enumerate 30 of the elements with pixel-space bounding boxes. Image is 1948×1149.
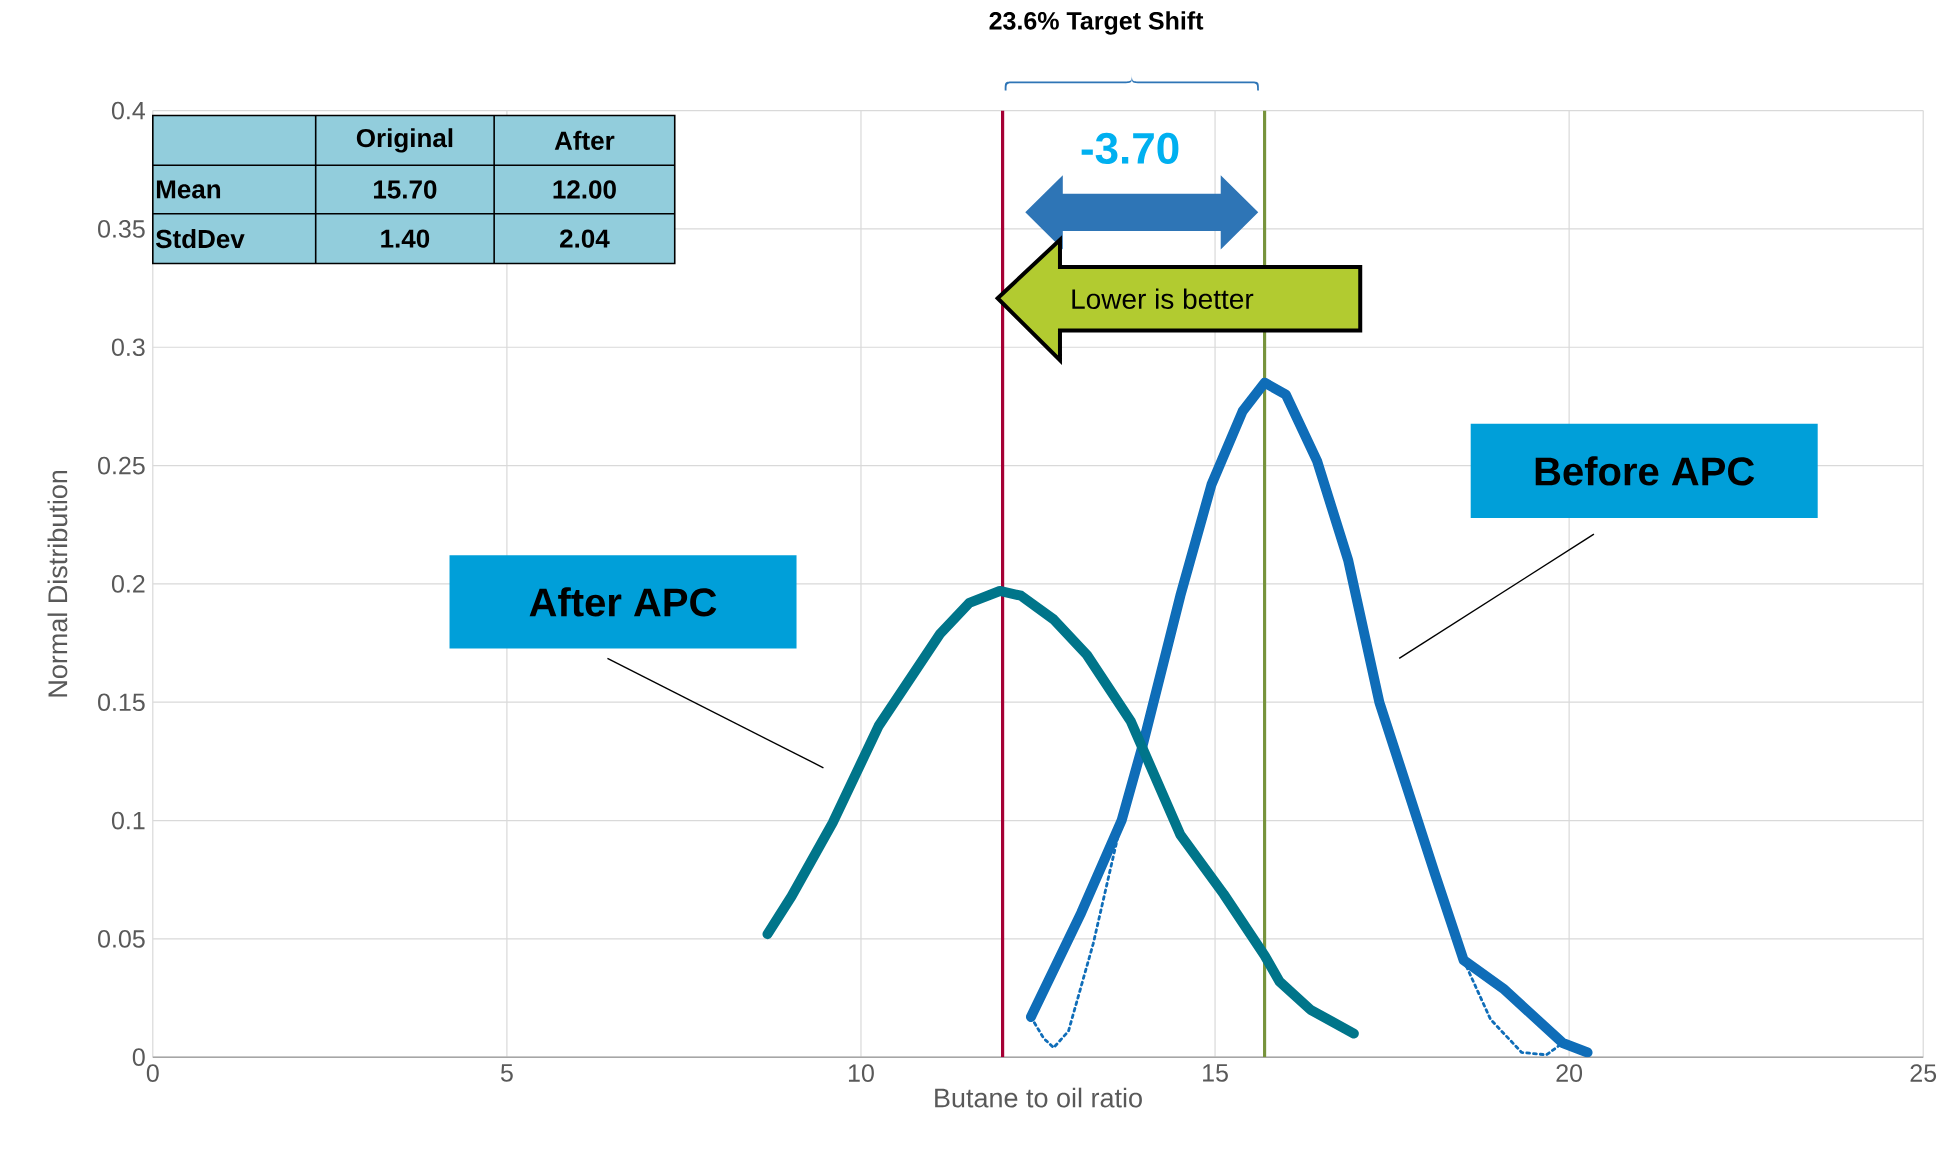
text: After APC — [529, 587, 717, 617]
y-tick-label: 0.2 — [111, 574, 145, 593]
y-tick-label: 0.25 — [98, 456, 145, 475]
text: 23.6% Target Shift — [989, 11, 1204, 35]
y-tick-label: 0.4 — [111, 101, 146, 120]
annotation: 15.70 — [374, 180, 437, 199]
x-axis-title: Butane to oil ratio — [935, 1087, 1142, 1108]
annotation: Original — [356, 128, 453, 153]
annotation: 1.40 — [381, 229, 430, 248]
y-axis-title: Normal Distribution — [47, 470, 68, 697]
annotation: 12.00 — [553, 180, 616, 199]
annotation: After — [554, 130, 615, 150]
annotation: Mean — [156, 180, 221, 199]
x-tick-label: 15 — [1203, 1064, 1228, 1082]
y-tick-label: 0.15 — [98, 693, 145, 711]
x-tick-label: 0 — [146, 1064, 159, 1082]
annotation: 2.04 — [560, 229, 610, 248]
x-tick-label: 25 — [1910, 1064, 1937, 1082]
x-tick-label: 5 — [500, 1064, 513, 1082]
y-tick-label: 0.3 — [111, 338, 145, 356]
y-tick-label: 0 — [132, 1048, 145, 1066]
annotation: -3.70 — [1081, 132, 1179, 164]
annotation: StdDev — [155, 228, 245, 249]
y-tick-label: 0.05 — [98, 929, 145, 948]
y-tick-label: 0.35 — [98, 219, 145, 238]
x-tick-label: 10 — [848, 1064, 874, 1082]
annotation: Lower is better — [1072, 288, 1254, 309]
text: Before APC — [1535, 456, 1755, 486]
x-tick-label: 20 — [1556, 1064, 1583, 1082]
y-tick-label: 0.1 — [111, 811, 145, 830]
